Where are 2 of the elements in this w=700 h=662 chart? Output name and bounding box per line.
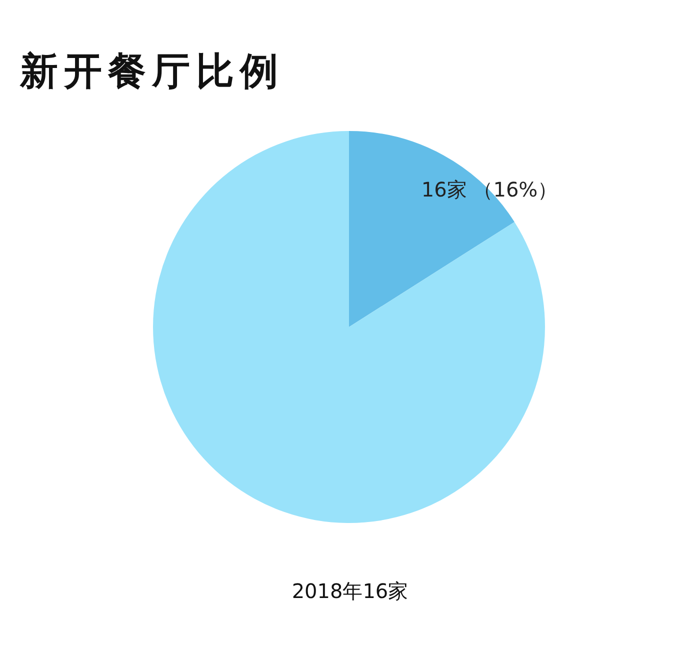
- text: 2018年16家: [290, 578, 410, 605]
- chart-title: 新开餐厅比例: [20, 48, 284, 95]
